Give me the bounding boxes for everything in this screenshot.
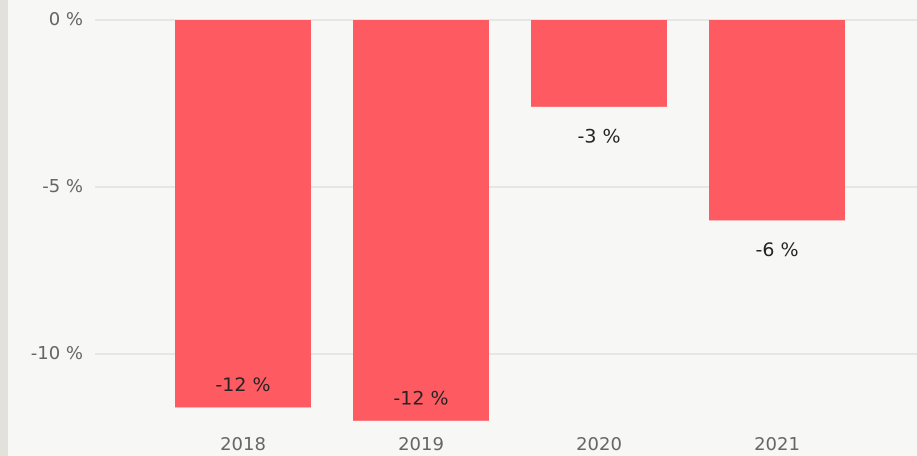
bar [709, 20, 845, 221]
x-tick-label: 2021 [754, 434, 800, 455]
data-label: -3 % [577, 125, 620, 147]
x-tick-label: 2020 [576, 434, 622, 455]
bar [353, 20, 489, 421]
x-tick-label: 2018 [220, 434, 266, 455]
data-label: -6 % [755, 239, 798, 261]
y-tick-label: -5 % [42, 176, 83, 197]
bar [175, 20, 311, 408]
data-label: -12 % [215, 374, 270, 396]
y-tick-label: 0 % [49, 9, 83, 30]
bar [531, 20, 667, 107]
left-border [0, 0, 8, 456]
x-tick-label: 2019 [398, 434, 444, 455]
y-tick-label: -10 % [31, 343, 83, 364]
data-label: -12 % [393, 387, 448, 409]
